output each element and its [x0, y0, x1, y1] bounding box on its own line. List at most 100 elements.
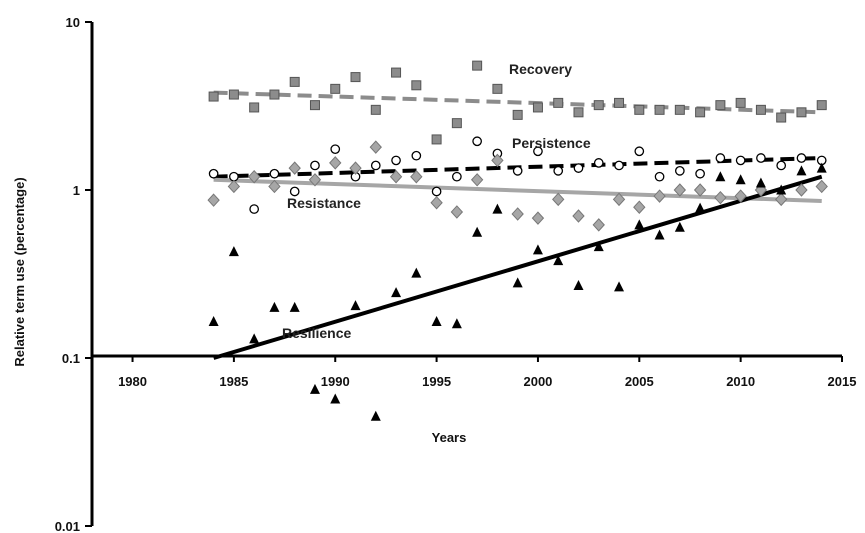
data-point-persistence	[370, 160, 381, 171]
x-tick-label: 2000	[523, 374, 552, 389]
data-point-recovery	[553, 97, 564, 108]
data-point-recovery	[776, 112, 787, 123]
data-point-resistance	[572, 209, 585, 223]
data-point-recovery	[431, 134, 442, 145]
data-point-resistance	[531, 211, 545, 225]
data-point-recovery	[228, 89, 239, 100]
data-point-resilience	[370, 410, 381, 421]
data-point-resilience	[553, 255, 564, 266]
data-point-persistence	[593, 158, 604, 168]
data-point-resilience	[472, 226, 483, 237]
data-point-persistence	[573, 163, 584, 173]
data-point-recovery	[634, 104, 645, 115]
data-point-recovery	[370, 104, 381, 115]
data-point-persistence	[391, 155, 401, 166]
data-point-recovery	[208, 91, 219, 102]
data-point-recovery	[492, 83, 503, 94]
x-tick-label: 2015	[828, 374, 857, 389]
data-point-resistance	[815, 179, 828, 194]
data-point-recovery	[411, 80, 422, 91]
data-point-persistence	[289, 186, 300, 197]
data-point-resistance	[470, 173, 484, 187]
x-tick-label: 1990	[321, 374, 350, 389]
data-point-recovery	[695, 107, 706, 118]
data-point-resistance	[714, 190, 727, 205]
data-point-recovery	[796, 107, 807, 118]
data-point-resistance	[775, 192, 788, 207]
data-point-persistence	[776, 160, 787, 171]
data-point-resistance	[592, 218, 605, 232]
series-label-persistence: Persistence	[512, 135, 591, 151]
data-point-resistance	[410, 169, 423, 184]
data-point-persistence	[796, 153, 807, 163]
series-label-recovery: Recovery	[509, 61, 572, 77]
data-point-persistence	[695, 168, 705, 179]
y-ticks: 0.01 0.1 1 10	[55, 15, 92, 533]
trend-lines	[213, 90, 823, 360]
data-point-recovery	[532, 102, 543, 113]
data-point-persistence	[533, 146, 543, 157]
data-point-resistance	[247, 169, 261, 184]
data-point-resistance	[268, 179, 281, 194]
x-tick-label: 2005	[625, 374, 654, 389]
data-point-recovery	[330, 83, 341, 94]
data-point-resistance	[329, 156, 342, 170]
data-point-persistence	[269, 168, 280, 179]
data-point-resistance	[450, 205, 464, 219]
data-point-persistence	[249, 204, 260, 214]
data-point-recovery	[309, 100, 320, 111]
data-point-resilience	[573, 280, 584, 291]
y-axis-title: Relative term use (percentage)	[12, 177, 27, 366]
data-point-resilience	[715, 171, 726, 182]
data-point-resilience	[208, 315, 219, 326]
series-label-resistance: Resistance	[287, 195, 361, 211]
data-point-resilience	[634, 219, 645, 230]
x-ticks: 1980 1985 1990 1995 2000 2005 2010 2015	[118, 356, 856, 389]
trend-line-recovery	[213, 90, 822, 115]
data-point-resilience	[431, 315, 442, 326]
data-point-resilience	[391, 287, 402, 298]
x-tick-label: 1980	[118, 374, 147, 389]
data-point-recovery	[269, 89, 280, 100]
data-point-resilience	[735, 174, 746, 185]
data-point-resilience	[593, 241, 604, 252]
x-tick-label: 2010	[726, 374, 755, 389]
data-point-resistance	[349, 161, 362, 175]
data-point-resistance	[288, 161, 301, 175]
data-point-resistance	[552, 192, 565, 207]
x-axis-title: Years	[432, 430, 467, 445]
y-tick-label: 0.01	[55, 519, 80, 533]
data-point-persistence	[310, 160, 320, 171]
data-point-resistance	[430, 195, 443, 210]
data-point-recovery	[614, 97, 625, 108]
data-point-persistence	[512, 166, 523, 176]
data-point-resistance	[389, 169, 403, 184]
data-point-recovery	[654, 104, 665, 115]
data-point-resistance	[693, 183, 707, 197]
data-point-persistence	[411, 150, 422, 161]
data-point-resistance	[795, 183, 808, 197]
data-point-persistence	[472, 136, 482, 147]
data-point-resistance	[612, 192, 626, 207]
data-point-persistence	[229, 171, 239, 182]
data-point-persistence	[674, 166, 685, 176]
data-point-recovery	[674, 104, 685, 115]
x-tick-label: 1995	[422, 374, 451, 389]
data-point-persistence	[756, 153, 766, 163]
data-point-recovery	[715, 100, 726, 111]
data-point-resilience	[674, 221, 685, 232]
data-point-resilience	[350, 300, 361, 311]
data-point-resilience	[249, 333, 260, 344]
data-point-recovery	[289, 76, 300, 87]
data-point-resilience	[309, 383, 320, 394]
data-point-resilience	[816, 162, 827, 173]
data-point-persistence	[715, 153, 726, 163]
data-point-recovery	[451, 118, 462, 129]
x-tick-label: 1985	[219, 374, 248, 389]
data-point-recovery	[593, 100, 604, 111]
data-point-recovery	[249, 102, 260, 113]
data-point-resilience	[451, 318, 462, 329]
data-point-persistence	[553, 166, 564, 176]
data-point-resilience	[614, 281, 625, 292]
